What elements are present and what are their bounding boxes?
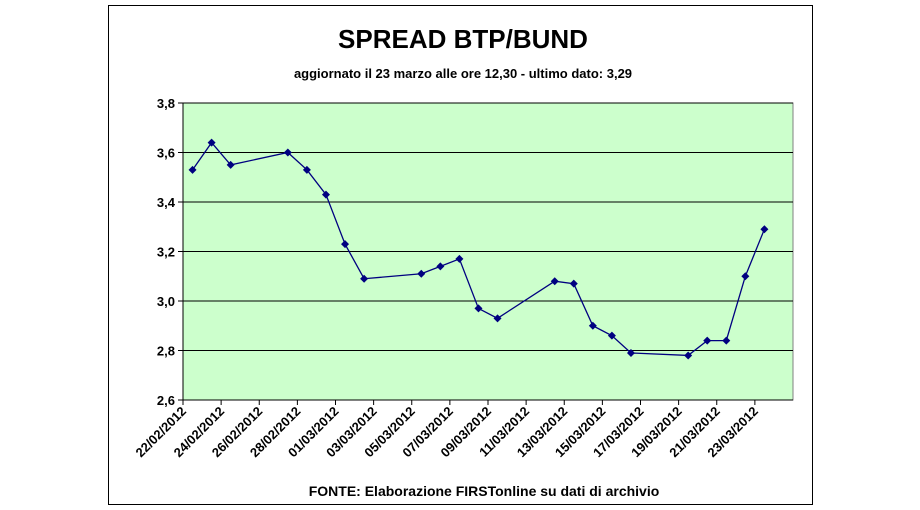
marker [226,160,235,169]
y-tick-label: 2,6 [157,393,175,408]
y-tick-label: 3,8 [157,96,175,111]
marker [607,331,616,340]
marker [188,165,197,174]
marker [588,321,597,330]
y-tick-label: 3,6 [157,146,175,161]
y-tick-label: 3,4 [157,195,176,210]
marker [417,269,426,278]
marker [703,336,712,345]
y-tick-label: 2,8 [157,344,175,359]
marker [455,254,464,263]
marker [341,240,350,249]
marker [626,348,635,357]
marker [550,277,559,286]
marker [207,138,216,147]
marker [360,274,369,283]
marker [283,148,292,157]
marker [302,165,311,174]
marker [684,351,693,360]
marker [741,272,750,281]
marker [569,279,578,288]
chart-subtitle: aggiornato il 23 marzo alle ore 12,30 - … [294,66,632,81]
marker [321,190,330,199]
chart-title: SPREAD BTP/BUND [338,24,588,54]
marker [474,304,483,313]
marker [493,314,502,323]
marker [722,336,731,345]
source-note: FONTE: Elaborazione FIRSTonline su dati … [309,483,660,499]
y-tick-label: 3,0 [157,294,175,309]
y-tick-label: 3,2 [157,245,175,260]
marker [760,225,769,234]
marker [436,262,445,271]
